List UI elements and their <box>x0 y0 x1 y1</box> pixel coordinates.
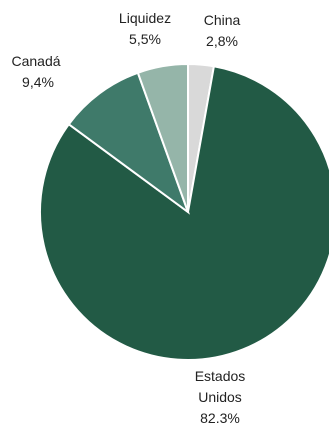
label-liquidez-name: Liquidez <box>119 10 171 26</box>
label-china-value: 2,8% <box>206 33 238 49</box>
pie-slice-canada <box>67 71 191 215</box>
label-canada-value: 9,4% <box>22 74 54 90</box>
pie-slices <box>39 62 329 361</box>
label-liquidez-value: 5,5% <box>129 31 161 47</box>
pie-slice-liquidez <box>136 62 189 213</box>
label-estados-unidos-value: 82.3% <box>200 410 240 425</box>
label-china-name: China <box>204 12 241 28</box>
pie-slice-estados-unidos <box>39 65 329 361</box>
label-estados-unidos-line2: Unidos <box>198 389 242 405</box>
label-canada-name: Canadá <box>11 53 60 69</box>
label-estados-unidos-line1: Estados <box>195 368 246 384</box>
